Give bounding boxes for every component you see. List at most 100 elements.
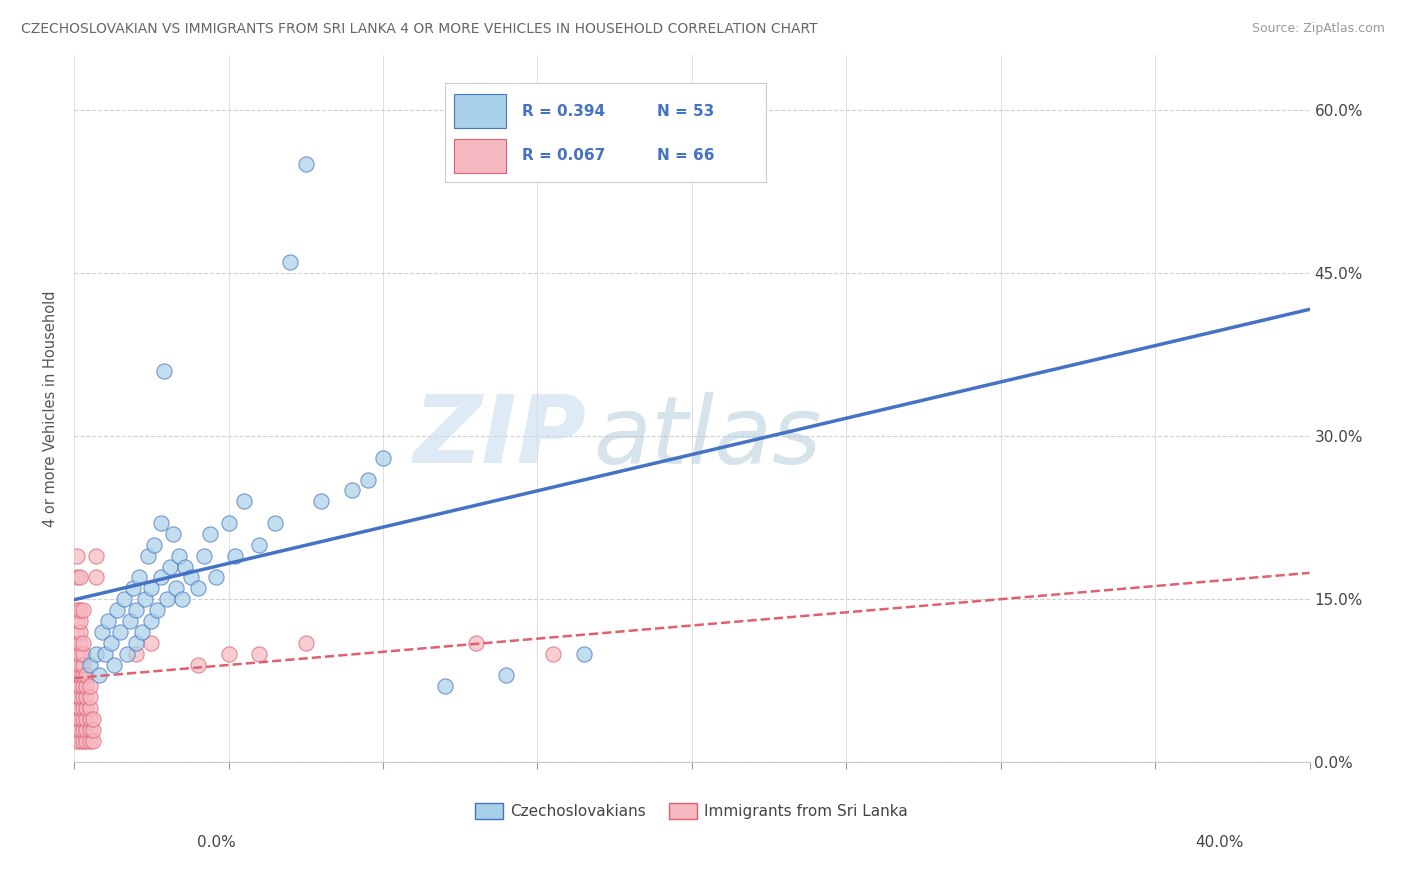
Point (247, 538, 270, 552)
Point (72, 679, 94, 693)
Point (66, 668, 89, 682)
Point (69, 647, 91, 661)
Point (218, 647, 240, 661)
Text: CZECHOSLOVAKIAN VS IMMIGRANTS FROM SRI LANKA 4 OR MORE VEHICLES IN HOUSEHOLD COR: CZECHOSLOVAKIAN VS IMMIGRANTS FROM SRI L… (21, 22, 818, 37)
Point (69, 712, 91, 726)
Point (69, 570, 91, 584)
Point (72, 668, 94, 682)
Point (87, 668, 110, 682)
Point (97, 614, 120, 628)
Point (66, 723, 89, 737)
Point (66, 733, 89, 747)
Point (340, 483, 363, 498)
Y-axis label: 4 or more Vehicles in Household: 4 or more Vehicles in Household (44, 291, 58, 527)
Point (193, 549, 215, 563)
Point (198, 527, 221, 541)
Point (187, 657, 209, 672)
Point (294, 636, 316, 650)
Point (131, 624, 153, 639)
Point (66, 679, 89, 693)
Point (69, 636, 91, 650)
Point (165, 582, 187, 596)
Point (128, 570, 150, 584)
Point (105, 603, 128, 617)
Point (464, 636, 486, 650)
Point (72, 647, 94, 661)
Point (159, 559, 181, 574)
Point (143, 538, 166, 552)
Point (84, 647, 107, 661)
Point (121, 582, 143, 596)
Point (75, 712, 97, 726)
Point (371, 450, 394, 465)
Point (156, 592, 179, 607)
Point (84, 549, 107, 563)
Point (224, 549, 246, 563)
Point (72, 657, 94, 672)
Point (134, 592, 156, 607)
Point (69, 701, 91, 715)
Point (174, 559, 197, 574)
Point (75, 733, 97, 747)
Point (69, 624, 91, 639)
Point (66, 636, 89, 650)
Point (94, 647, 117, 661)
Point (79, 733, 101, 747)
Point (495, 668, 517, 682)
Point (103, 657, 125, 672)
Point (125, 603, 148, 617)
Point (66, 614, 89, 628)
Point (66, 603, 89, 617)
Point (247, 647, 270, 661)
Point (205, 570, 228, 584)
Point (136, 549, 159, 563)
Point (66, 549, 89, 563)
Point (79, 701, 101, 715)
Point (75, 701, 97, 715)
Point (100, 636, 122, 650)
Point (115, 647, 138, 661)
Point (72, 723, 94, 737)
Point (167, 549, 190, 563)
Point (152, 364, 174, 378)
Point (66, 657, 89, 672)
Text: 0.0%: 0.0% (197, 836, 236, 850)
Point (233, 494, 256, 508)
Point (263, 516, 285, 530)
Point (149, 516, 172, 530)
Point (84, 570, 107, 584)
Point (79, 657, 101, 672)
Point (72, 603, 94, 617)
Point (146, 603, 169, 617)
Legend: Czechoslovakians, Immigrants from Sri Lanka: Czechoslovakians, Immigrants from Sri La… (470, 797, 914, 825)
Point (69, 723, 91, 737)
Point (82, 733, 104, 747)
Point (82, 712, 104, 726)
Point (125, 647, 148, 661)
Point (541, 647, 564, 661)
Point (79, 690, 101, 705)
Point (79, 712, 101, 726)
Point (278, 255, 301, 269)
Point (72, 701, 94, 715)
Point (79, 723, 101, 737)
Point (69, 679, 91, 693)
Point (72, 636, 94, 650)
Point (69, 657, 91, 672)
Point (66, 570, 89, 584)
Point (75, 723, 97, 737)
Point (141, 614, 163, 628)
Point (218, 516, 240, 530)
Point (149, 570, 172, 584)
Point (66, 690, 89, 705)
Point (69, 603, 91, 617)
Point (69, 690, 91, 705)
Point (110, 624, 132, 639)
Point (82, 723, 104, 737)
Point (66, 624, 89, 639)
Point (75, 668, 97, 682)
Text: 40.0%: 40.0% (1195, 836, 1244, 850)
Point (118, 614, 141, 628)
Point (141, 636, 163, 650)
Point (187, 582, 209, 596)
